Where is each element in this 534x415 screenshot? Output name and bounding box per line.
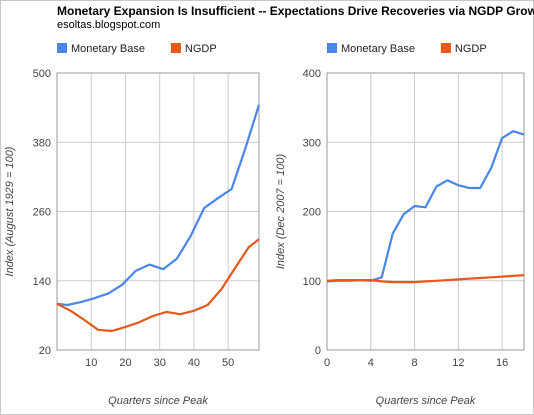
right-y-axis-label: Index (Dec 2007 = 100) xyxy=(275,154,287,270)
right-x-axis-label: Quarters since Peak xyxy=(376,395,476,407)
right-xtick-label: 4 xyxy=(368,357,374,369)
left-xtick-label: 50 xyxy=(222,357,234,369)
left-x-axis-label: Quarters since Peak xyxy=(108,395,208,407)
right-plot-border xyxy=(326,72,525,351)
left-legend-swatch-monetary-base xyxy=(57,43,67,53)
left-xtick-label: 40 xyxy=(188,357,200,369)
right-legend-swatch-ngdp xyxy=(440,43,451,53)
left-ytick-label: 380 xyxy=(33,137,51,149)
right-legend-label-monetary-base: Monetary Base xyxy=(341,43,415,55)
right-series-line-monetary-base xyxy=(326,130,525,283)
left-legend-label-monetary-base: Monetary Base xyxy=(71,43,145,55)
chart-subtitle: esoltas.blogspot.com xyxy=(57,19,161,31)
left-series-line-ngdp xyxy=(56,238,260,333)
left-legend-label-ngdp: NGDP xyxy=(185,43,217,55)
left-xtick-label: 10 xyxy=(85,357,97,369)
right-ytick-label: 300 xyxy=(303,137,321,149)
left-series-line-monetary-base xyxy=(56,104,261,307)
right-xtick-label: 16 xyxy=(496,357,508,369)
left-xtick-label: 30 xyxy=(154,357,166,369)
right-ytick-label: 200 xyxy=(303,207,321,219)
right-xtick-label: 0 xyxy=(324,357,330,369)
right-legend-swatch-monetary-base xyxy=(327,43,337,53)
right-ytick-label: 400 xyxy=(303,68,321,80)
right-xtick-label: 12 xyxy=(452,357,464,369)
right-xtick-label: 8 xyxy=(411,357,417,369)
left-ytick-label: 140 xyxy=(33,276,51,288)
left-y-axis-label: Index (August 1929 = 100) xyxy=(4,146,16,276)
right-legend-label-ngdp: NGDP xyxy=(455,43,487,55)
chart-title: Monetary Expansion Is Insufficient -- Ex… xyxy=(57,4,534,18)
left-legend-swatch-ngdp xyxy=(170,43,181,53)
right-ytick-label: 0 xyxy=(315,345,321,357)
right-series-line-ngdp xyxy=(326,274,525,284)
left-ytick-label: 500 xyxy=(33,68,51,80)
left-xtick-label: 20 xyxy=(119,357,131,369)
left-ytick-label: 260 xyxy=(33,207,51,219)
left-ytick-label: 20 xyxy=(39,345,51,357)
right-ytick-label: 100 xyxy=(303,276,321,288)
left-plot-border xyxy=(56,72,260,351)
